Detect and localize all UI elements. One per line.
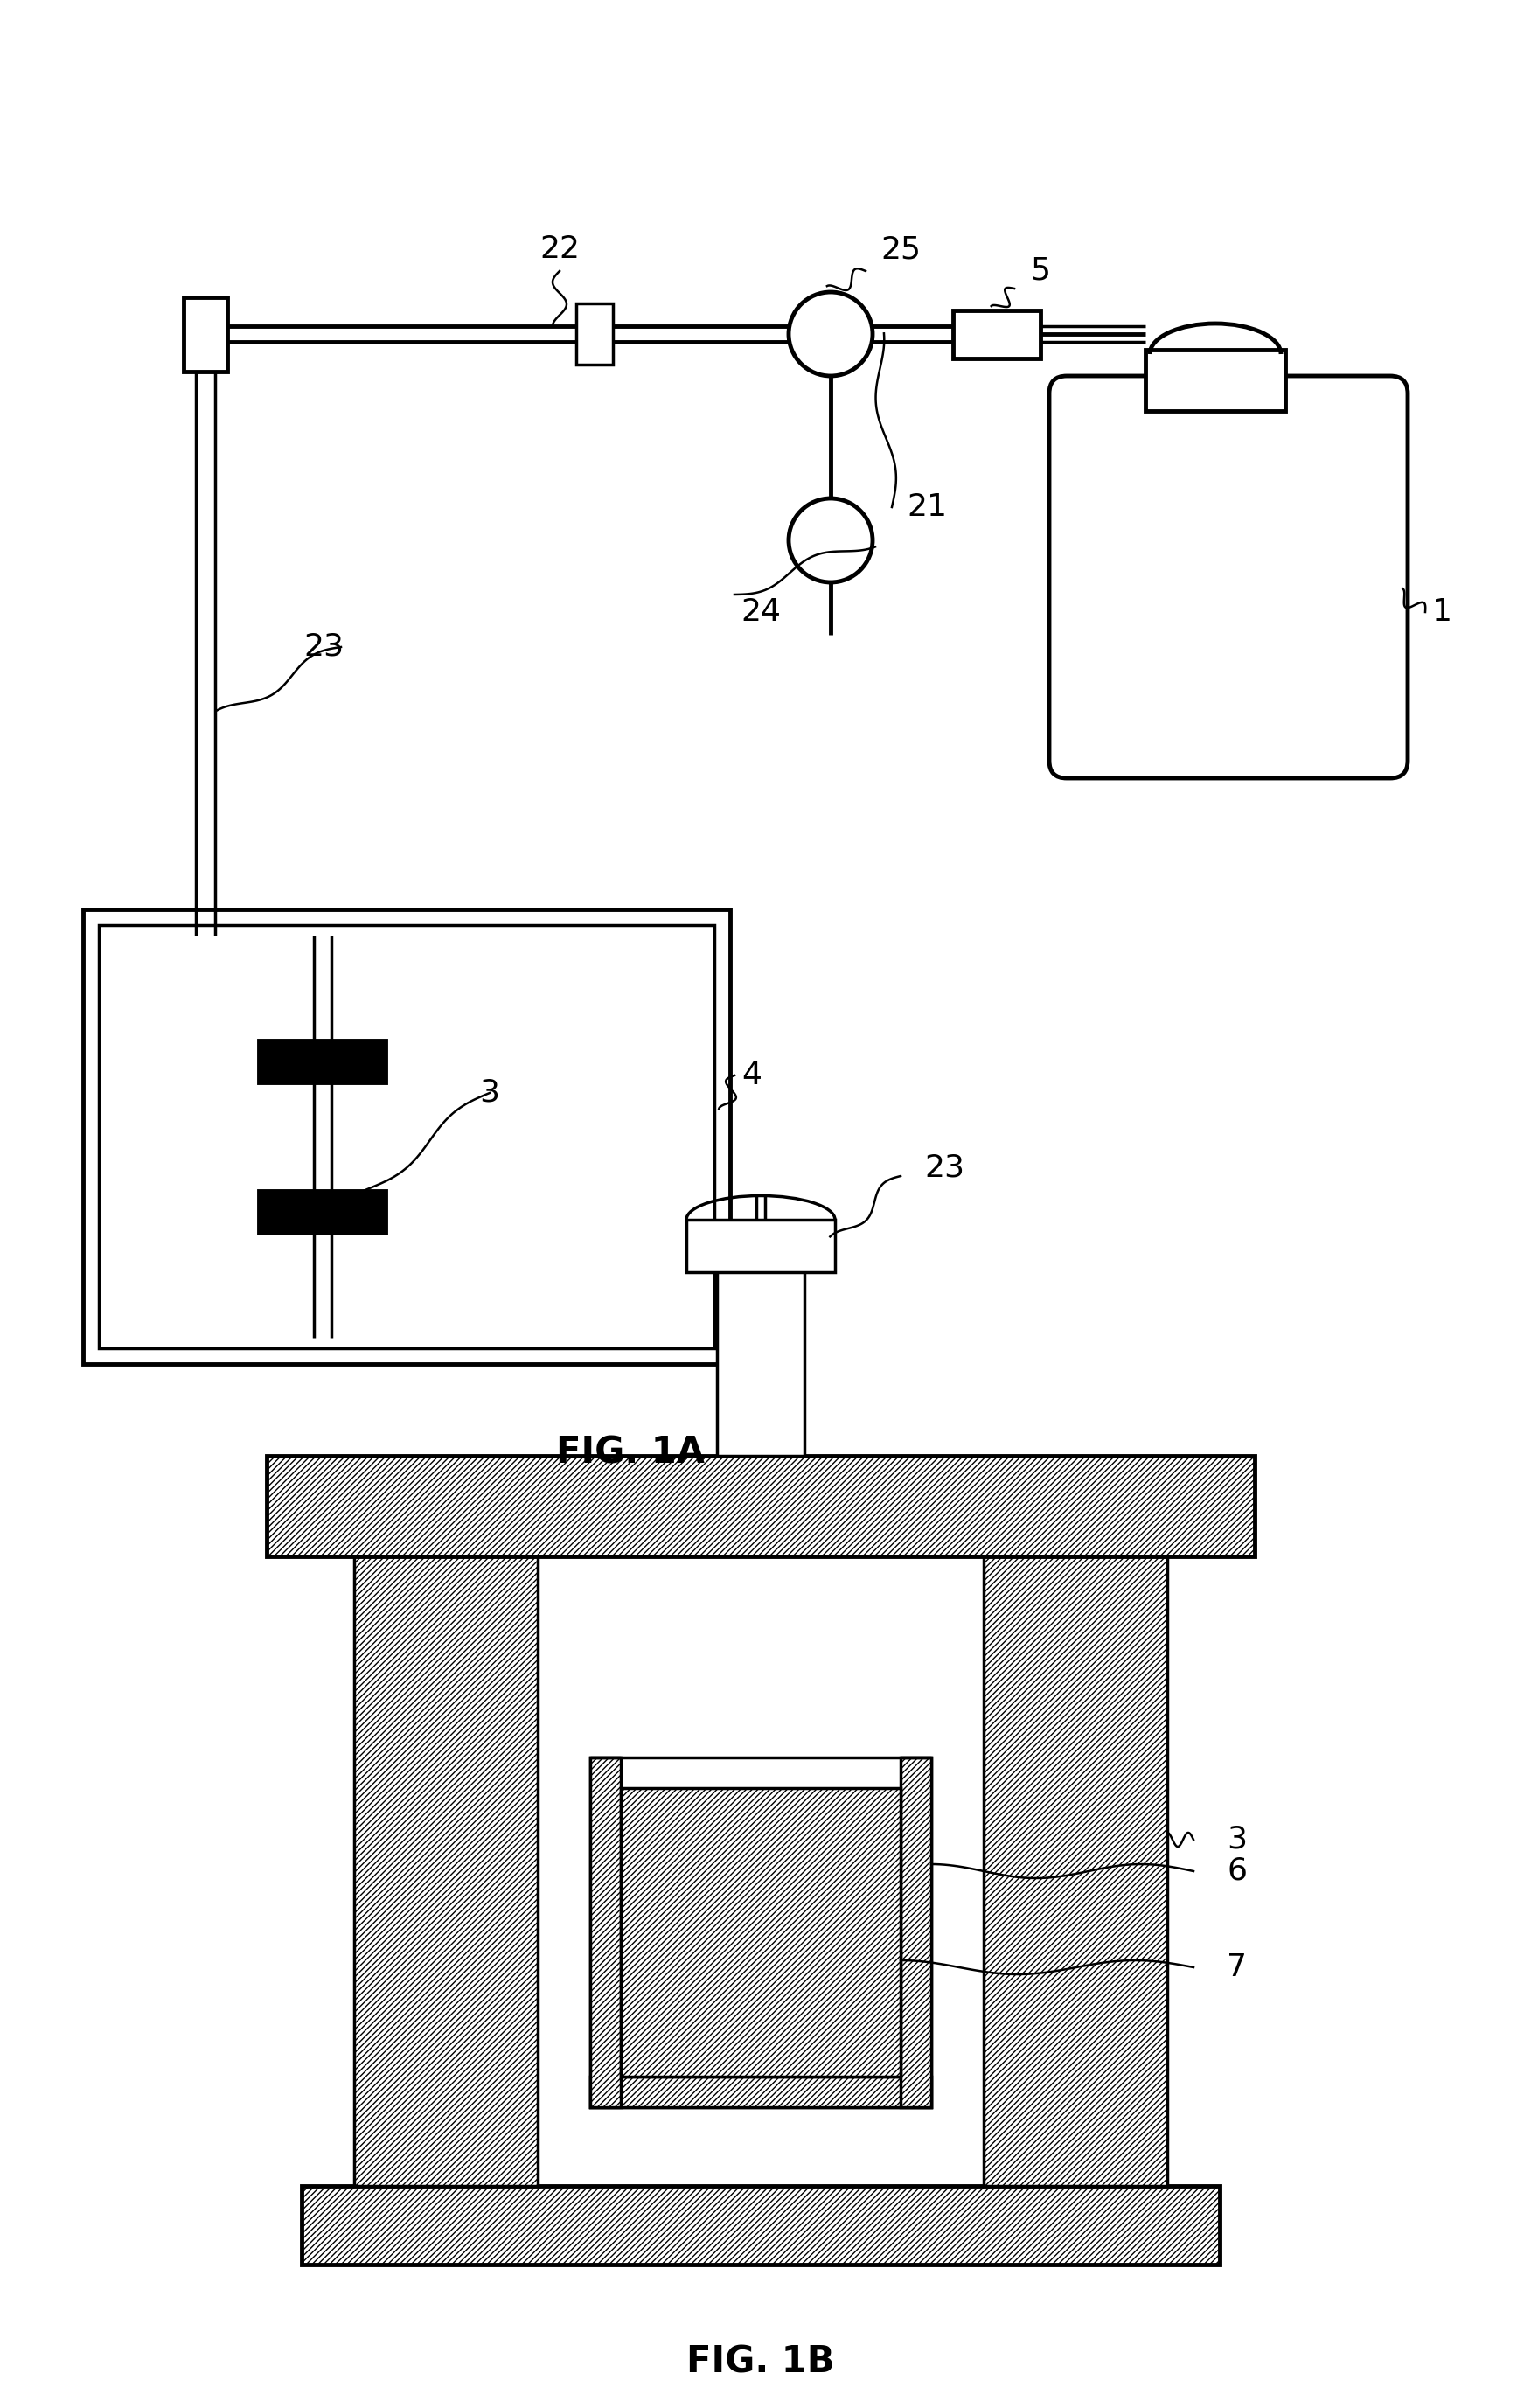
- Text: 23: 23: [924, 1153, 965, 1182]
- Text: 23: 23: [303, 633, 343, 662]
- Bar: [183, 296, 227, 371]
- Text: 7: 7: [1227, 1953, 1247, 1982]
- Bar: [952, 311, 1041, 359]
- Text: 22: 22: [539, 234, 579, 265]
- Text: 21: 21: [907, 491, 946, 523]
- Bar: [259, 1192, 386, 1233]
- Text: 4: 4: [742, 1060, 762, 1091]
- Bar: [354, 1556, 538, 2186]
- Text: FIG. 1A: FIG. 1A: [556, 1433, 706, 1471]
- Bar: [267, 1457, 1254, 1556]
- Circle shape: [788, 291, 873, 376]
- Bar: [259, 1040, 386, 1084]
- Text: 24: 24: [741, 597, 780, 626]
- Text: 6: 6: [1227, 1857, 1247, 1885]
- Bar: [686, 1221, 835, 1271]
- Bar: [590, 1758, 620, 2107]
- Bar: [901, 1758, 931, 2107]
- Bar: [99, 925, 715, 1348]
- Bar: [576, 303, 613, 364]
- Text: FIG. 1B: FIG. 1B: [687, 2343, 835, 2379]
- Bar: [1146, 349, 1285, 412]
- Bar: [84, 910, 730, 1363]
- Bar: [983, 1556, 1167, 2186]
- Circle shape: [788, 498, 873, 583]
- Bar: [590, 2076, 931, 2107]
- Text: 5: 5: [1030, 255, 1050, 287]
- Bar: [302, 2186, 1219, 2264]
- Bar: [590, 1758, 931, 2107]
- Text: 3: 3: [480, 1079, 500, 1108]
- FancyBboxPatch shape: [1049, 376, 1408, 778]
- Bar: [716, 1264, 805, 1457]
- Text: 3: 3: [1227, 1825, 1247, 1854]
- Bar: [620, 1789, 901, 2076]
- Text: 25: 25: [881, 234, 920, 265]
- Text: 1: 1: [1433, 597, 1452, 626]
